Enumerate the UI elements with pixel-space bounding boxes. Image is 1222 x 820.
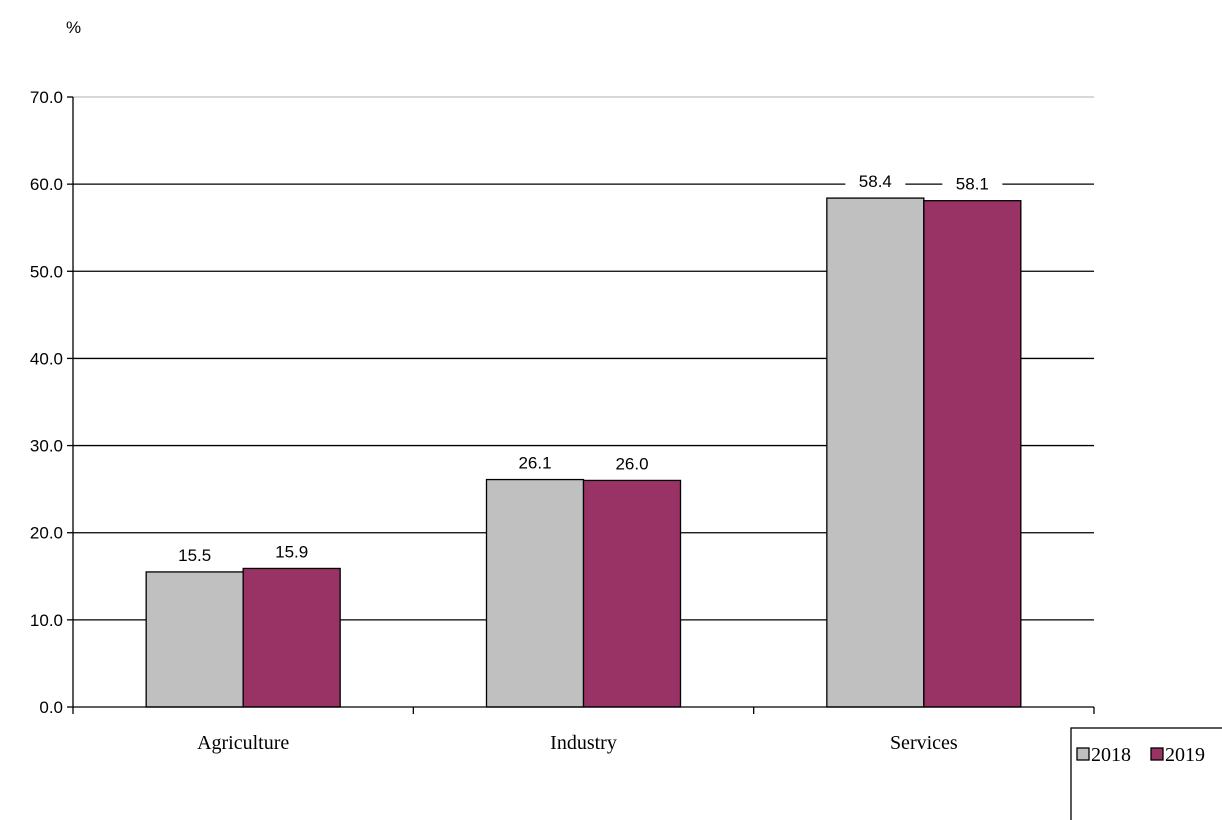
- bar-2018-agriculture: [145, 571, 244, 708]
- legend-box: [1070, 727, 1222, 820]
- bar-2019-agriculture: [242, 567, 341, 708]
- x-category-label: Agriculture: [197, 732, 289, 754]
- data-label-background: [845, 168, 906, 193]
- y-tick-label: 70.0: [30, 88, 63, 107]
- data-label: 15.5: [178, 546, 211, 565]
- y-tick-label: 60.0: [30, 175, 63, 194]
- data-label-background: [505, 449, 565, 474]
- legend: 2018 2019: [1070, 727, 1222, 820]
- bars: [145, 197, 1022, 708]
- x-category-label: Industry: [550, 732, 617, 754]
- data-label: 26.0: [615, 454, 648, 473]
- y-tick-label: 20.0: [30, 524, 63, 543]
- data-label-background: [602, 450, 662, 475]
- x-category-label: Services: [890, 732, 958, 754]
- y-tick-label: 50.0: [30, 262, 63, 281]
- y-tick-label: 30.0: [30, 437, 63, 456]
- data-label: 58.1: [956, 175, 989, 194]
- y-axis-unit-label: %: [66, 18, 81, 37]
- legend-label-2019: 2019: [1165, 744, 1205, 766]
- data-labels: 15.5 15.9 26.1 26.0 58.4 58.1: [164, 168, 1003, 566]
- data-label: 26.1: [518, 454, 551, 473]
- data-label-background: [942, 170, 1003, 195]
- y-tick-label: 40.0: [30, 349, 63, 368]
- bar-2018-services: [826, 197, 925, 708]
- bar-2019-services: [923, 200, 1022, 708]
- bar-2019-industry: [582, 479, 682, 708]
- data-label: 58.4: [859, 172, 892, 191]
- gridlines: [73, 96, 1094, 621]
- bar-2018-industry: [485, 478, 585, 708]
- legend-swatch-2019: [1150, 747, 1164, 761]
- legend-label-2018: 2018: [1091, 744, 1131, 766]
- axes: 0.0 10.0 20.0 30.0 40.0 50.0 60.0 70.0 Agricultu…: [30, 88, 1095, 754]
- data-label-background: [164, 541, 225, 566]
- legend-swatch-2018: [1076, 747, 1090, 761]
- data-label-background: [261, 538, 322, 563]
- y-tick-label: 0.0: [39, 698, 63, 717]
- y-tick-label: 10.0: [30, 611, 63, 630]
- data-label: 15.9: [275, 542, 308, 561]
